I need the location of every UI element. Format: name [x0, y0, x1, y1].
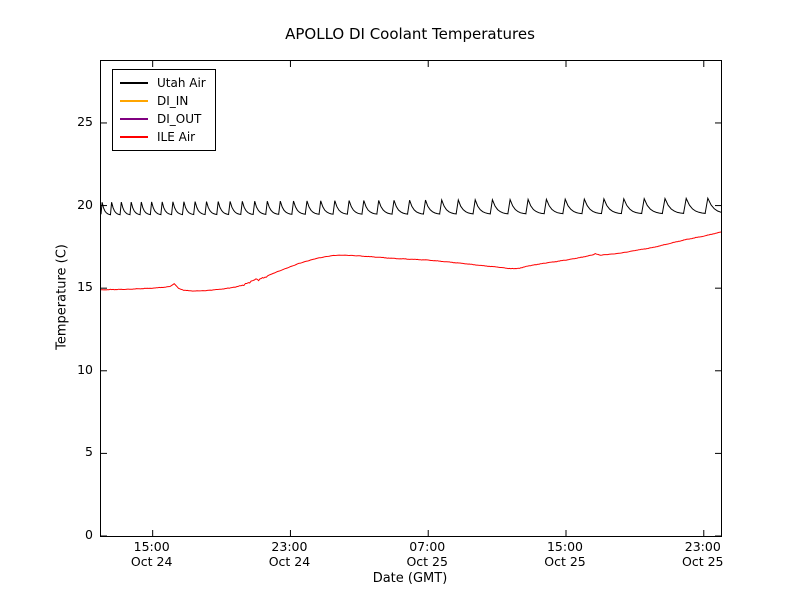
x-tick-label: 23:00 Oct 24 — [268, 539, 311, 569]
legend-item-utah-air: Utah Air — [120, 74, 206, 92]
y-axis-label: Temperature (C) — [54, 244, 70, 350]
y-tick-label: 0 — [85, 527, 93, 542]
legend-label: Utah Air — [157, 76, 206, 90]
legend-item-di-out: DI_OUT — [120, 110, 206, 128]
ile-air-line — [101, 231, 721, 292]
legend-line-sample — [120, 136, 148, 138]
y-tick-label: 5 — [85, 444, 93, 460]
x-tick-label: 15:00 Oct 25 — [544, 539, 586, 569]
legend-label: ILE Air — [157, 130, 196, 144]
legend-label: DI_IN — [157, 94, 189, 108]
legend-item-di-in: DI_IN — [120, 92, 206, 110]
x-tick-label: 23:00 Oct 25 — [682, 539, 724, 569]
chart-title: APOLLO DI Coolant Temperatures — [285, 25, 535, 43]
legend-label: DI_OUT — [157, 112, 202, 126]
x-axis-label: Date (GMT) — [372, 571, 448, 586]
utah-air-line — [101, 196, 721, 216]
legend-item-ile-air: ILE Air — [120, 128, 206, 146]
y-tick-label: 25 — [77, 113, 93, 129]
x-tick-label: 07:00 Oct 25 — [406, 539, 448, 569]
legend-line-sample — [120, 82, 148, 84]
plot-canvas — [101, 61, 721, 536]
legend: Utah Air DI_IN DI_OUT ILE Air — [112, 69, 216, 151]
plot-area: Utah Air DI_IN DI_OUT ILE Air — [100, 60, 722, 537]
legend-line-sample — [120, 118, 148, 120]
y-tick-label: 20 — [77, 196, 93, 212]
y-tick-label: 10 — [77, 361, 93, 377]
legend-line-sample — [120, 100, 148, 102]
x-tick-label: 15:00 Oct 24 — [130, 539, 173, 569]
y-tick-label: 15 — [77, 279, 93, 295]
